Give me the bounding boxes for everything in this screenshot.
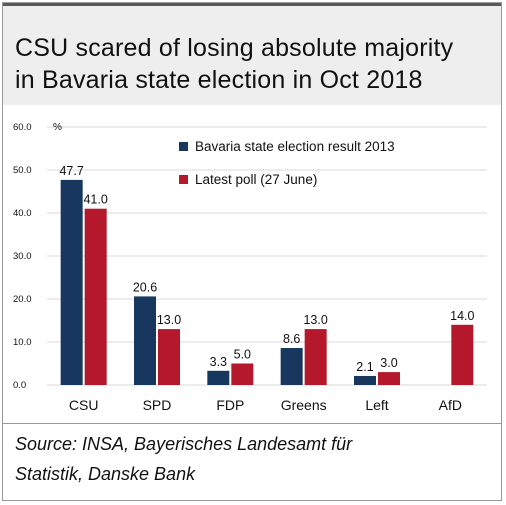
y-tick-label: 50.0 [13,165,32,176]
data-label: 3.0 [380,356,397,370]
legend-label: Latest poll (27 June) [195,172,317,187]
source-line-1: Source: INSA, Bayerisches Landesamt für [15,434,353,454]
data-label: 41.0 [83,193,107,207]
y-tick-label: 20.0 [13,294,32,305]
y-tick-label: 10.0 [13,337,32,348]
source-note: Source: INSA, Bayerisches Landesamt für … [15,429,495,489]
data-label: 8.6 [283,332,300,346]
data-label: 2.1 [356,360,373,374]
legend-label: Bavaria state election result 2013 [195,139,395,154]
chart-title-line-1: CSU scared of losing absolute majority [15,34,454,62]
y-tick-label: 40.0 [13,208,32,219]
data-label: 20.6 [133,280,157,294]
bar-latest-poll [451,324,474,385]
bar-latest-poll [231,363,254,385]
y-tick-label: 0.0 [13,380,26,391]
bar-latest-poll [304,329,327,385]
bar-result-2013 [354,375,376,385]
data-label: 13.0 [157,313,181,327]
bar-result-2013 [207,370,230,385]
x-tick-label: CSU [69,397,99,413]
data-label: 13.0 [303,313,327,327]
bar-latest-poll [84,208,107,385]
data-label: 47.7 [59,164,83,178]
bar-chart: 0.0 10.0 20.0 30.0 40.0 50.0 60.0 % 47.7 41.0 CSU 2… [13,122,487,413]
y-axis-unit-label: % [53,122,62,133]
x-tick-label: Left [365,397,388,413]
y-tick-label: 30.0 [13,251,32,262]
data-label: 5.0 [234,348,251,362]
bar-latest-poll [378,372,400,385]
data-label: 3.3 [210,355,227,369]
source-line-2: Statistik, Danske Bank [15,464,196,484]
legend-swatch [179,142,188,151]
x-tick-label: AfD [439,397,462,413]
data-label: 14.0 [450,309,474,323]
legend-swatch [179,175,188,184]
x-tick-label: SPD [143,397,172,413]
bar-result-2013 [60,179,83,385]
bar-result-2013 [134,296,156,385]
bar-result-2013 [280,348,303,385]
title-area: CSU scared of losing absolute majority i… [3,3,501,105]
bar-latest-poll [158,329,180,385]
x-tick-label: Greens [281,397,327,413]
x-tick-label: FDP [216,397,244,413]
y-tick-label: 60.0 [13,122,32,133]
chart-title-line-2: in Bavaria state election in Oct 2018 [15,66,423,94]
chart-frame: CSU scared of losing absolute majority i… [2,2,502,501]
footer-divider [3,423,501,424]
